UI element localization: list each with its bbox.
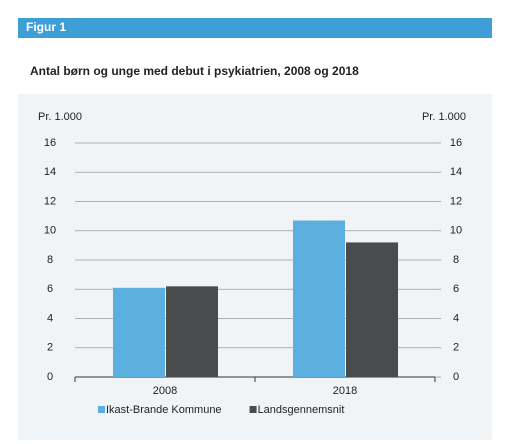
y2-tick-label: 12 [450,195,462,207]
header-bar [18,18,492,38]
y-tick-label: 6 [47,283,53,295]
y2-tick-label: 6 [453,283,459,295]
y-tick-label: 2 [47,342,53,354]
plot-panel [18,94,492,440]
legend-label: Landsgennemsnit [258,404,345,416]
y-tick-label: 12 [44,195,56,207]
y2-tick-label: 16 [450,137,462,149]
bar [113,287,165,377]
bar [166,286,218,377]
legend-swatch [98,406,105,413]
y2-tick-label: 14 [450,166,462,178]
y2-tick-label: 0 [453,371,459,383]
y-tick-label: 4 [47,312,53,324]
bar [346,242,398,377]
y-tick-label: 10 [44,225,56,237]
y2-tick-label: 2 [453,342,459,354]
legend-label: Ikast-Brande Kommune [106,404,222,416]
legend-swatch [249,406,257,413]
y2-tick-label: 10 [450,225,462,237]
y-tick-label: 0 [47,371,53,383]
bar [293,220,345,377]
y-tick-label: 8 [47,254,53,266]
y-axis-label: Pr. 1.000 [38,111,82,123]
figure-label: Figur 1 [26,20,66,34]
y-tick-label: 14 [44,166,56,178]
x-tick-label: 2008 [153,385,177,397]
y2-tick-label: 4 [453,312,459,324]
y2-axis-label: Pr. 1.000 [422,111,466,123]
y-tick-label: 16 [44,137,56,149]
y2-tick-label: 8 [453,254,459,266]
chart-title: Antal børn og unge med debut i psykiatri… [30,64,359,78]
x-tick-label: 2018 [333,385,357,397]
